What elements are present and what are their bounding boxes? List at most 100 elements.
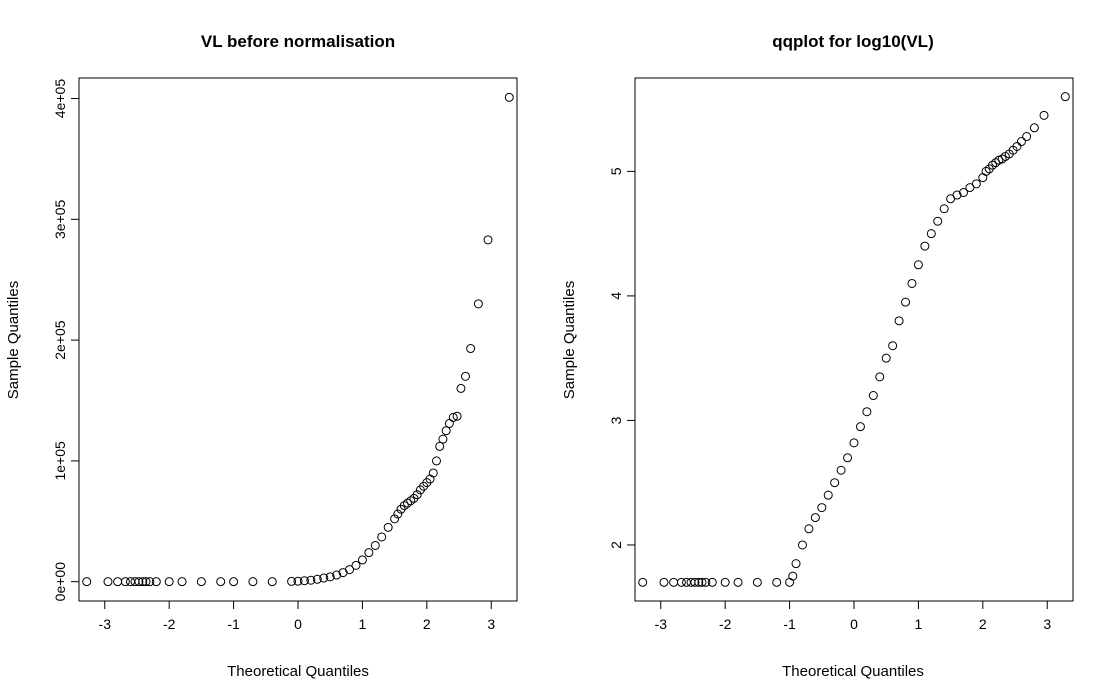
data-point — [438, 434, 448, 444]
x-tick-label: -1 — [227, 616, 240, 632]
data-point — [141, 577, 151, 587]
x-tick-label: -2 — [719, 616, 732, 632]
data-point — [473, 299, 483, 309]
data-point — [406, 496, 416, 506]
chart-right-x-label: Theoretical Quantiles — [782, 663, 924, 680]
chart-left-y-axis: 0e+00 1e+05 2e+05 3e+05 4e+05 — [52, 79, 80, 602]
x-tick-label: -3 — [655, 616, 668, 632]
data-point — [810, 513, 820, 523]
data-point — [682, 577, 692, 587]
data-point — [888, 341, 898, 351]
data-point — [306, 575, 316, 585]
data-point — [1039, 110, 1049, 120]
data-point — [772, 577, 782, 587]
x-tick-label: 2 — [979, 616, 987, 632]
data-point — [830, 478, 840, 488]
data-point — [377, 532, 387, 542]
data-point — [393, 509, 403, 519]
data-point — [444, 418, 454, 428]
data-point — [785, 577, 795, 587]
data-point — [299, 576, 309, 586]
data-point — [843, 453, 853, 463]
data-point — [907, 278, 917, 288]
x-tick-label: 3 — [1043, 616, 1051, 632]
chart-right-plot-frame — [634, 77, 1074, 602]
data-point — [452, 411, 462, 421]
data-point — [862, 407, 872, 417]
data-point — [134, 577, 144, 587]
x-tick-label: 1 — [915, 616, 923, 632]
data-point — [971, 179, 981, 189]
data-point — [978, 173, 988, 183]
data-point — [939, 204, 949, 214]
data-point — [82, 577, 92, 587]
chart-left-x-label: Theoretical Quantiles — [227, 663, 369, 680]
data-point — [926, 229, 936, 239]
data-point — [981, 166, 991, 176]
data-point — [196, 577, 206, 587]
chart-right-x-axis: -3 -2 -1 0 1 2 3 — [655, 600, 1051, 632]
data-point — [113, 577, 123, 587]
y-tick-label: 3e+05 — [52, 199, 68, 239]
data-point — [466, 344, 476, 354]
data-point — [797, 540, 807, 550]
data-point — [791, 559, 801, 569]
data-point — [435, 441, 445, 451]
data-point — [370, 540, 380, 550]
data-point — [959, 188, 968, 198]
data-point — [403, 498, 412, 508]
y-tick-label: 0e+00 — [52, 562, 68, 602]
chart-left-x-axis: -3 -2 -1 0 1 2 3 — [99, 600, 495, 632]
data-point — [325, 572, 335, 582]
data-point — [345, 565, 355, 575]
x-tick-label: -3 — [99, 616, 112, 632]
data-point — [701, 577, 711, 587]
data-point — [920, 241, 930, 251]
data-point — [441, 426, 451, 436]
data-point — [448, 412, 458, 422]
data-point — [913, 260, 923, 270]
chart-left-title: VL before normalisation — [201, 32, 395, 51]
data-point — [1022, 132, 1032, 142]
chart-right-y-label: Sample Quantiles — [561, 281, 578, 399]
data-point — [676, 577, 686, 587]
data-point — [103, 577, 113, 587]
data-point — [894, 316, 904, 326]
data-point — [412, 490, 422, 500]
data-point — [823, 490, 833, 500]
data-point — [504, 92, 514, 102]
data-point — [248, 577, 258, 587]
data-point — [460, 371, 470, 381]
data-point — [690, 577, 700, 587]
data-point — [855, 422, 865, 432]
chart-right-points — [638, 92, 1070, 587]
data-point — [267, 577, 277, 587]
data-point — [694, 577, 704, 587]
data-point — [697, 577, 707, 587]
data-point — [456, 383, 466, 393]
data-point — [933, 216, 943, 226]
data-point — [720, 577, 730, 587]
data-point — [1016, 137, 1026, 147]
x-tick-label: 2 — [423, 616, 431, 632]
data-point — [364, 548, 374, 558]
data-point — [952, 190, 962, 200]
data-point — [399, 501, 409, 511]
y-tick-label: 2 — [608, 541, 624, 549]
data-point — [752, 577, 762, 587]
data-point — [120, 577, 130, 587]
data-point — [901, 297, 911, 307]
data-point — [1029, 123, 1039, 133]
y-tick-label: 4e+05 — [52, 79, 68, 119]
data-point — [997, 154, 1007, 164]
chart-right-title: qqplot for log10(VL) — [772, 32, 933, 51]
data-point — [483, 235, 493, 245]
data-point — [659, 577, 669, 587]
data-point — [804, 524, 814, 534]
data-point — [1060, 92, 1070, 102]
y-tick-label: 1e+05 — [52, 441, 68, 481]
data-point — [390, 514, 400, 524]
chart-left-plot-frame — [78, 77, 518, 602]
y-tick-label: 2e+05 — [52, 320, 68, 360]
data-point — [817, 503, 827, 513]
